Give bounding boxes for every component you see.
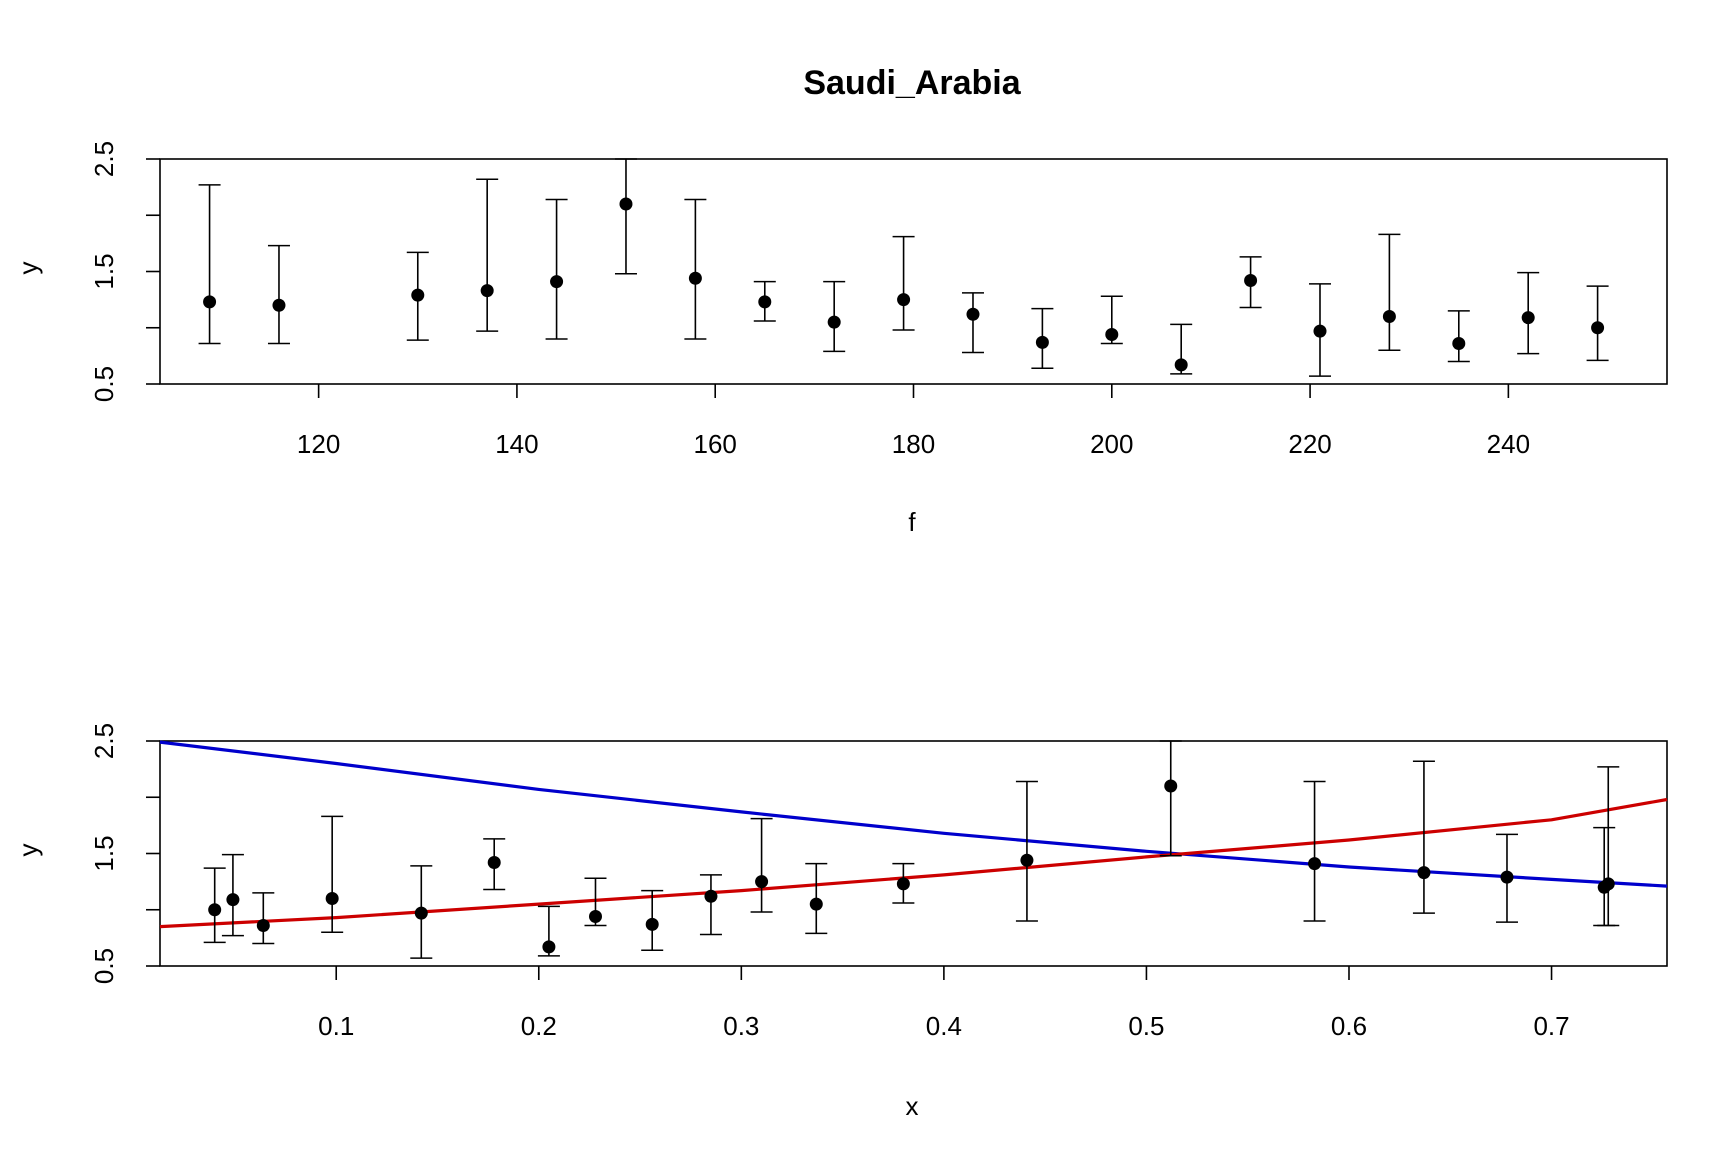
bottom-x-tick-label: 0.7 (1533, 1011, 1569, 1041)
bottom-data-point (542, 940, 556, 954)
bottom-data-point (325, 892, 339, 905)
bottom-data-point (809, 897, 823, 911)
top-data-point (758, 295, 772, 309)
bottom-y-axis-label: y (13, 844, 43, 857)
bottom-data-point (1500, 870, 1514, 884)
bottom-y-tick-label: 0.5 (89, 948, 119, 984)
top-x-tick-label: 120 (297, 429, 340, 459)
bottom-data-point (704, 889, 718, 903)
top-data-point (1244, 274, 1258, 287)
top-data-point (550, 275, 564, 289)
top-data-point (1591, 321, 1605, 335)
bottom-data-point (487, 856, 501, 869)
bottom-x-tick-label: 0.4 (926, 1011, 962, 1041)
bottom-fit-line-red (159, 797, 1668, 929)
top-data-point (827, 315, 841, 329)
top-data-point (1382, 310, 1396, 323)
bottom-data-point (1164, 779, 1178, 793)
bottom-x-tick-label: 0.1 (318, 1011, 354, 1041)
bottom-x-tick-label: 0.6 (1331, 1011, 1367, 1041)
top-x-tick-label: 220 (1288, 429, 1331, 459)
top-data-point (1035, 335, 1049, 349)
bottom-data-point (256, 919, 270, 932)
bottom-x-tick-label: 0.3 (723, 1011, 759, 1041)
bottom-data-point (645, 917, 659, 931)
bottom-data-point (588, 910, 602, 923)
top-data-point (411, 288, 425, 302)
bottom-data-point (1020, 853, 1034, 867)
top-panel: f y 120 140 160 180 200 220 240 0.5 1.5 2.5 (13, 141, 1668, 537)
bottom-data-point (1601, 877, 1615, 891)
bottom-x-tick-label: 0.5 (1128, 1011, 1164, 1041)
figure-title: Saudi_Arabia (803, 64, 1021, 102)
bottom-panel: x y 0.1 0.2 0.3 0.4 0.5 0.6 0.7 0.5 1.5 2.5 (13, 723, 1668, 1121)
bottom-data-point (208, 903, 222, 917)
top-data-point (203, 295, 217, 309)
bottom-x-axis-label: x (906, 1091, 919, 1121)
bottom-data-point (414, 906, 428, 920)
top-data-point (897, 293, 911, 307)
top-data-point (619, 197, 633, 211)
bottom-data-point (896, 877, 910, 891)
top-x-tick-label: 160 (694, 429, 737, 459)
top-x-tick-label: 240 (1487, 429, 1530, 459)
top-data-point (272, 298, 286, 312)
bottom-fit-line-blue (159, 740, 1668, 888)
top-y-tick-label: 2.5 (89, 141, 119, 177)
top-data-point (1521, 311, 1535, 325)
top-x-axis-label: f (908, 507, 916, 537)
top-x-tick-label: 180 (892, 429, 935, 459)
top-x-tick-label: 140 (495, 429, 538, 459)
bottom-x-tick-label: 0.2 (521, 1011, 557, 1041)
top-data-point (966, 307, 980, 321)
top-y-axis-label: y (13, 262, 43, 275)
top-data-point (480, 284, 494, 298)
bottom-data-point (1308, 857, 1322, 871)
bottom-y-tick-label: 1.5 (89, 835, 119, 871)
top-data-point (1313, 324, 1327, 338)
top-data-point (1174, 358, 1188, 372)
bottom-y-tick-label: 2.5 (89, 723, 119, 759)
top-data-point (1105, 328, 1119, 341)
top-y-tick-label: 0.5 (89, 366, 119, 402)
bottom-data-point (1417, 866, 1431, 880)
top-data-point (688, 271, 702, 285)
top-data-point (1452, 337, 1466, 350)
bottom-data-point (226, 893, 240, 907)
top-x-tick-label: 200 (1090, 429, 1133, 459)
top-y-tick-label: 1.5 (89, 253, 119, 289)
bottom-data-point (755, 875, 769, 889)
